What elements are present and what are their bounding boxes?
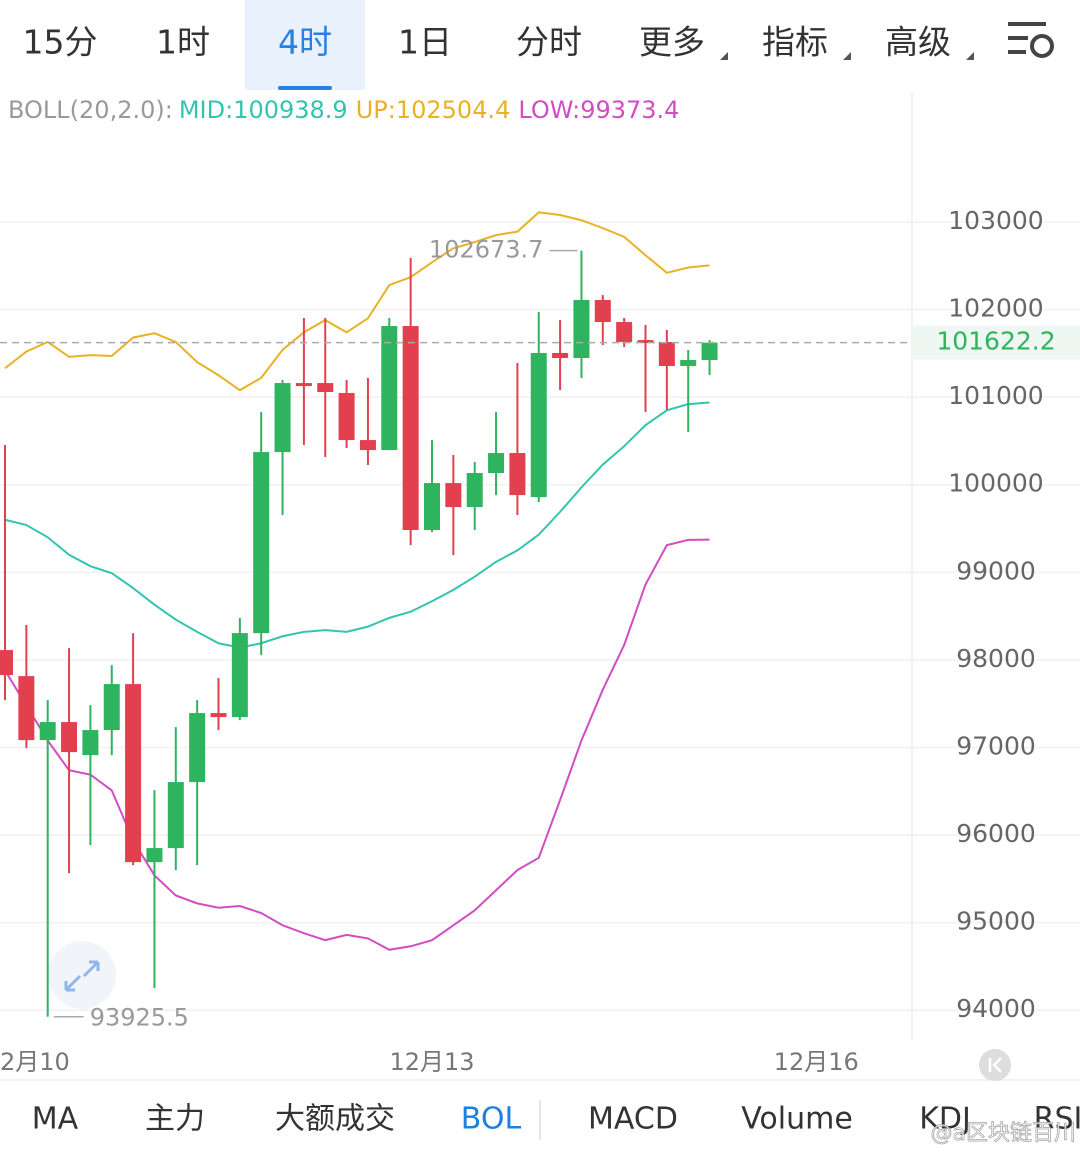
indicator-tab[interactable]: KDJ <box>919 1102 971 1137</box>
expand-icon <box>64 960 100 992</box>
candle-body <box>125 684 142 863</box>
y-tick-label: 101000 <box>948 381 1043 410</box>
dropdown-caret <box>720 52 728 60</box>
timeframe-tab[interactable]: 更多 <box>639 23 705 62</box>
expand-button[interactable] <box>48 941 116 1009</box>
settings-lines <box>1008 22 1046 54</box>
y-tick-label: 103000 <box>948 206 1043 235</box>
legend-separator: : <box>388 96 396 124</box>
candle-body <box>552 353 569 359</box>
timeframe-tab[interactable]: 1日 <box>398 23 452 62</box>
scroll-end-icon <box>988 1057 1002 1073</box>
indicator-tab[interactable]: 主力 <box>145 1102 205 1137</box>
timeframe-tab[interactable]: 高级 <box>885 23 951 62</box>
timeframe-tab[interactable]: 1时 <box>156 23 210 62</box>
candle-body <box>317 383 334 392</box>
candle-body <box>680 360 697 366</box>
last-price-box <box>912 325 1080 360</box>
last-price-label: 101622.2 <box>936 327 1055 356</box>
indicator-tab[interactable]: BOL <box>461 1102 522 1137</box>
y-tick-label: 95000 <box>956 907 1036 936</box>
settings-gear <box>1030 34 1054 58</box>
candle-body <box>189 713 206 783</box>
indicator-tab[interactable]: MACD <box>588 1102 678 1137</box>
band-line <box>4 211 710 392</box>
y-tick-label: 102000 <box>948 294 1043 323</box>
candle-body <box>210 713 227 718</box>
candle-body <box>0 650 13 676</box>
active-tab-indicator <box>278 86 332 90</box>
legend-name: MID <box>179 96 225 124</box>
timeframe-tab[interactable]: 15分 <box>23 23 98 62</box>
candle-body <box>231 633 248 718</box>
candle-body <box>103 684 120 731</box>
candle-body <box>146 848 163 863</box>
candle-body <box>573 300 590 359</box>
legend-value: 102504.4 <box>396 96 511 124</box>
candle-body <box>167 782 184 849</box>
indicator-tab[interactable]: RSI <box>1034 1102 1080 1137</box>
x-tick-label: 12月16 <box>774 1048 859 1076</box>
legend-name: LOW <box>518 96 572 124</box>
timeframe-tab[interactable]: 4时 <box>278 23 332 62</box>
x-tick-label: 2月10 <box>0 1048 70 1076</box>
candle-body <box>359 440 376 451</box>
x-tick-label: 12月13 <box>389 1048 474 1076</box>
active-tab-bg <box>245 0 365 90</box>
y-tick-label: 97000 <box>956 731 1036 760</box>
candle-body <box>338 393 355 441</box>
indicator-label: BOLL(20,2.0): <box>8 96 173 124</box>
legend-separator: : <box>572 96 580 124</box>
candle-body <box>253 452 270 634</box>
candle-body <box>39 722 56 741</box>
candle-body <box>466 473 483 508</box>
candle-body <box>658 341 675 366</box>
y-tick-label: 100000 <box>948 469 1043 498</box>
candle-body <box>530 353 547 498</box>
legend-value: 100938.9 <box>233 96 348 124</box>
settings-icon[interactable] <box>1008 22 1054 58</box>
legend-separator: : <box>225 96 233 124</box>
low-label: 93925.5 <box>90 1004 189 1032</box>
dropdown-caret <box>966 52 974 60</box>
y-tick-label: 96000 <box>956 819 1036 848</box>
indicator-tab[interactable]: Volume <box>741 1102 853 1137</box>
indicator-tab[interactable]: 大额成交 <box>275 1102 395 1137</box>
timeframe-tab[interactable]: 指标 <box>762 23 828 62</box>
candle-body <box>509 453 526 496</box>
candle-body <box>402 326 419 531</box>
candle-body <box>295 383 312 387</box>
y-tick-label: 98000 <box>956 644 1036 673</box>
candle-body <box>701 342 718 361</box>
indicator-tab[interactable]: MA <box>32 1102 79 1137</box>
band-line <box>4 401 710 649</box>
watermark: @a区块链百川 <box>931 1121 1076 1146</box>
high-label: 102673.7 <box>429 236 544 264</box>
candle-body <box>594 300 611 323</box>
candle-body <box>18 676 35 741</box>
y-tick-label: 94000 <box>956 994 1036 1023</box>
candle-body <box>445 483 462 508</box>
candle-body <box>274 383 291 453</box>
dropdown-caret <box>843 52 851 60</box>
y-tick-label: 99000 <box>956 556 1036 585</box>
candle-body <box>61 722 78 753</box>
legend-value: 99373.4 <box>580 96 679 124</box>
candle-body <box>424 483 440 531</box>
timeframe-tab[interactable]: 分时 <box>516 23 582 62</box>
legend-name: UP <box>356 96 388 124</box>
candle-body <box>637 340 654 344</box>
indicator-legend: BOLL(20,2.0): MID:100938.9 UP:102504.4 LOW:… <box>8 96 679 124</box>
candle-body <box>616 322 633 342</box>
candle-body <box>82 730 99 756</box>
candle-body <box>381 326 398 451</box>
candle-body <box>488 453 505 473</box>
band-line <box>4 538 710 951</box>
